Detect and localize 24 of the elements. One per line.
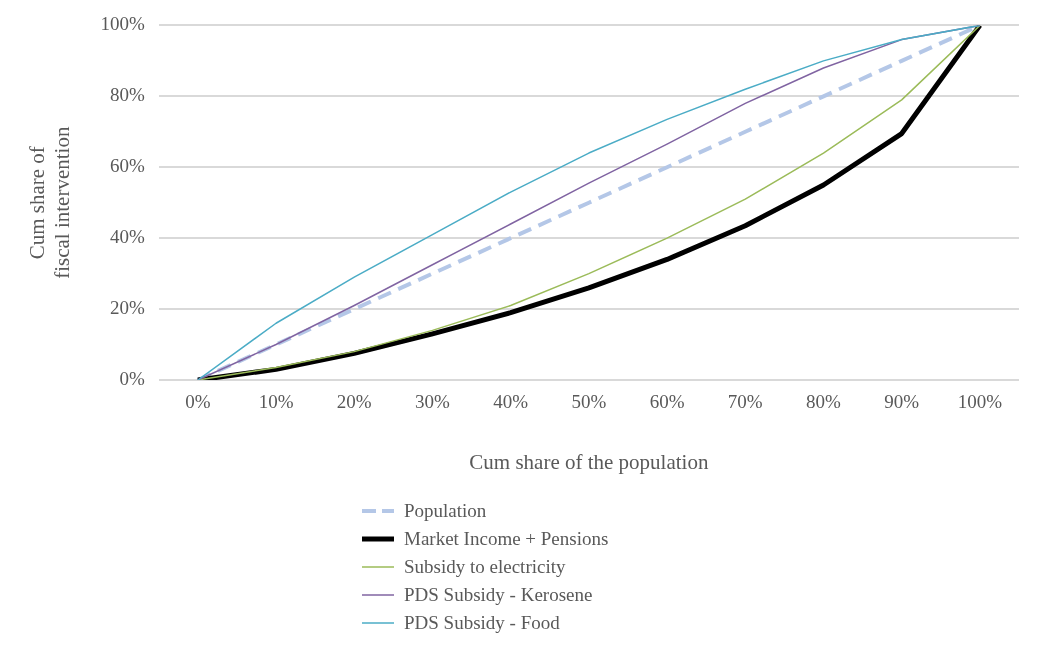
y-tick-label: 60%: [109, 155, 145, 177]
x-tick-label: 90%: [884, 391, 920, 413]
x-tick-label: 30%: [415, 391, 451, 413]
legend-label: Subsidy to electricity: [404, 555, 566, 579]
x-tick-label: 40%: [493, 391, 529, 413]
legend-label: PDS Subsidy - Kerosene: [404, 583, 593, 607]
legend-label: Market Income + Pensions: [404, 527, 609, 551]
x-tick-label: 10%: [258, 391, 294, 413]
x-tick-label: 0%: [185, 391, 211, 413]
x-tick-label: 50%: [571, 391, 607, 413]
y-tick-label: 80%: [109, 84, 145, 106]
y-tick-label: 100%: [100, 13, 145, 35]
x-tick-label: 100%: [957, 391, 1003, 413]
x-tick-label: 70%: [727, 391, 763, 413]
y-tick-label: 0%: [119, 367, 145, 389]
y-tick-label: 20%: [109, 297, 145, 319]
x-tick-label: 60%: [649, 391, 685, 413]
legend-label: PDS Subsidy - Food: [404, 611, 560, 635]
x-axis-title: Cum share of the population: [469, 449, 709, 474]
legend-label: Population: [404, 499, 487, 523]
y-axis-title: Cum share of fiscal intervention: [25, 126, 75, 279]
x-tick-label: 80%: [806, 391, 842, 413]
x-tick-label: 20%: [336, 391, 372, 413]
y-tick-label: 40%: [109, 226, 145, 248]
